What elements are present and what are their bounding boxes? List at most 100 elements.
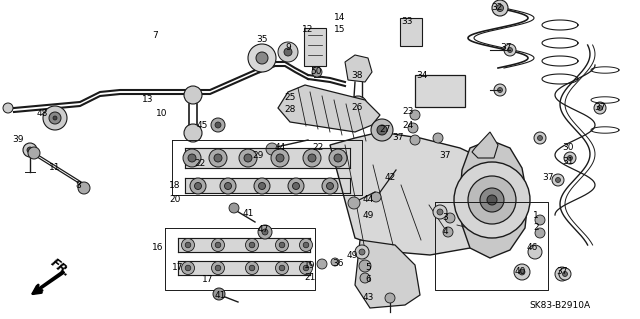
Circle shape (594, 102, 606, 114)
Text: 28: 28 (284, 106, 296, 115)
Text: 25: 25 (284, 93, 296, 102)
FancyBboxPatch shape (400, 18, 422, 46)
Circle shape (284, 48, 292, 56)
Circle shape (410, 135, 420, 145)
Text: 6: 6 (365, 276, 371, 285)
Circle shape (480, 188, 504, 212)
Circle shape (279, 265, 285, 271)
Circle shape (433, 205, 447, 219)
Circle shape (246, 262, 259, 275)
Text: 48: 48 (36, 108, 48, 117)
Circle shape (183, 149, 201, 167)
Circle shape (278, 42, 298, 62)
Circle shape (468, 176, 516, 224)
Circle shape (53, 116, 57, 120)
Circle shape (220, 178, 236, 194)
Text: 41: 41 (214, 291, 226, 300)
Text: 49: 49 (346, 250, 358, 259)
Circle shape (355, 245, 369, 259)
Text: 8: 8 (75, 181, 81, 189)
Circle shape (28, 147, 40, 159)
Circle shape (359, 260, 371, 272)
Circle shape (535, 215, 545, 225)
Circle shape (184, 86, 202, 104)
Text: 22: 22 (312, 144, 324, 152)
Circle shape (229, 203, 239, 213)
Circle shape (276, 154, 284, 162)
Circle shape (215, 242, 221, 248)
Circle shape (239, 149, 257, 167)
Text: 10: 10 (156, 108, 168, 117)
Circle shape (563, 271, 568, 277)
Circle shape (23, 143, 37, 157)
Text: 44: 44 (362, 196, 374, 204)
Text: 46: 46 (526, 243, 538, 253)
Circle shape (262, 229, 268, 235)
Circle shape (300, 239, 312, 251)
Circle shape (437, 209, 443, 215)
Polygon shape (460, 140, 528, 258)
Circle shape (292, 182, 300, 189)
Text: 15: 15 (334, 26, 346, 34)
Circle shape (188, 154, 196, 162)
Circle shape (215, 265, 221, 271)
Circle shape (322, 178, 338, 194)
Circle shape (559, 268, 571, 280)
Circle shape (195, 182, 202, 189)
Text: 4: 4 (442, 227, 448, 236)
Text: 7: 7 (152, 31, 158, 40)
Text: 24: 24 (403, 121, 413, 130)
Circle shape (211, 262, 225, 275)
Circle shape (209, 149, 227, 167)
Text: 2: 2 (533, 224, 539, 233)
Circle shape (408, 123, 418, 133)
Text: 40: 40 (515, 268, 525, 277)
Text: 49: 49 (362, 211, 374, 219)
Circle shape (185, 242, 191, 248)
Circle shape (564, 152, 576, 164)
Text: SK83-B2910A: SK83-B2910A (529, 300, 591, 309)
Circle shape (249, 265, 255, 271)
Text: 21: 21 (304, 273, 316, 283)
Circle shape (329, 149, 347, 167)
Text: 5: 5 (365, 263, 371, 272)
Circle shape (213, 288, 225, 300)
Circle shape (331, 258, 339, 266)
Text: 11: 11 (49, 164, 61, 173)
Circle shape (300, 262, 312, 275)
Text: 41: 41 (243, 209, 253, 218)
Text: 31: 31 (563, 158, 573, 167)
Circle shape (348, 197, 360, 209)
Text: 47: 47 (257, 226, 269, 234)
Text: FR.: FR. (47, 256, 72, 280)
Circle shape (443, 227, 453, 237)
Circle shape (535, 228, 545, 238)
Circle shape (225, 182, 232, 189)
Circle shape (497, 87, 502, 93)
Polygon shape (472, 132, 498, 158)
Polygon shape (355, 240, 420, 308)
Text: 36: 36 (332, 259, 344, 269)
Circle shape (248, 44, 276, 72)
Circle shape (312, 67, 322, 77)
Circle shape (256, 52, 268, 64)
Circle shape (279, 242, 285, 248)
Circle shape (410, 110, 420, 120)
Circle shape (182, 262, 195, 275)
Circle shape (519, 269, 525, 275)
Text: 27: 27 (380, 125, 390, 135)
Text: 35: 35 (256, 35, 268, 44)
Circle shape (360, 273, 370, 283)
Circle shape (454, 162, 530, 238)
Circle shape (3, 103, 13, 113)
Circle shape (258, 225, 272, 239)
Circle shape (534, 132, 546, 144)
Text: 37: 37 (556, 268, 568, 277)
Polygon shape (345, 55, 372, 82)
Circle shape (598, 106, 602, 110)
Text: 12: 12 (302, 26, 314, 34)
Text: 38: 38 (351, 70, 363, 79)
Circle shape (190, 178, 206, 194)
Circle shape (49, 112, 61, 124)
Circle shape (184, 124, 202, 142)
